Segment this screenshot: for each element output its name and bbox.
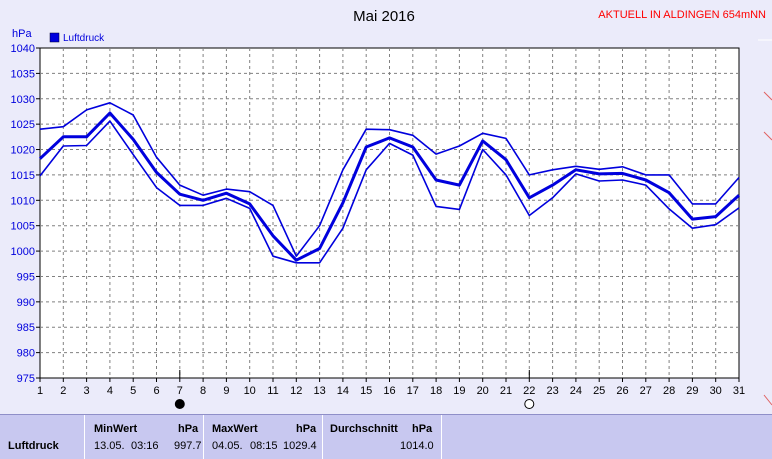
y-tick-label: 980 — [17, 348, 35, 360]
series-line-max — [39, 102, 740, 258]
min-value: 997.7 — [174, 440, 202, 452]
legend: Luftdruck — [49, 32, 105, 44]
series-lines — [38, 102, 741, 264]
min-header: MinWert — [94, 423, 138, 435]
x-tick-label: 30 — [710, 385, 722, 397]
series-line-min — [39, 120, 740, 264]
y-tick-label: 1040 — [11, 43, 35, 55]
y-axis-unit: hPa — [12, 28, 32, 40]
x-tick-label: 21 — [500, 385, 512, 397]
max-date: 04.05. — [212, 440, 243, 452]
x-tick-label: 3 — [84, 385, 90, 397]
max-cell: MaxWert hPa 04.05. 08:15 1029.4 — [204, 415, 323, 459]
x-tick-label: 6 — [153, 385, 159, 397]
x-tick-label: 26 — [616, 385, 628, 397]
x-tick-label: 16 — [383, 385, 395, 397]
pressure-chart: 9759809859909951000100510101015102010251… — [10, 8, 772, 409]
moon-phases — [174, 370, 535, 409]
avg-unit: hPa — [412, 423, 433, 435]
x-tick-label: 13 — [313, 385, 325, 397]
x-tick-label: 27 — [640, 385, 652, 397]
station-label: AKTUELL IN ALDINGEN 654mNN — [598, 9, 766, 21]
y-tick-label: 1005 — [11, 221, 35, 233]
x-tick-label: 28 — [663, 385, 675, 397]
x-tick-label: 18 — [430, 385, 442, 397]
empty-cell — [442, 415, 772, 459]
y-tick-label: 1035 — [11, 68, 35, 80]
x-tick-label: 8 — [200, 385, 206, 397]
x-tick-label: 25 — [593, 385, 605, 397]
x-tick-label: 10 — [244, 385, 256, 397]
stats-label-cell: Luftdruck — [0, 415, 85, 459]
y-tick-label: 1010 — [11, 195, 35, 207]
y-tick-label: 985 — [17, 322, 35, 334]
y-tick-label: 1025 — [11, 119, 35, 131]
y-tick-label: 1015 — [11, 170, 35, 182]
y-tick-label: 995 — [17, 271, 35, 283]
y-tick-label: 990 — [17, 297, 35, 309]
x-tick-label: 20 — [477, 385, 489, 397]
x-tick-label: 2 — [60, 385, 66, 397]
x-tick-label: 31 — [733, 385, 745, 397]
x-tick-label: 17 — [407, 385, 419, 397]
x-tick-label: 15 — [360, 385, 372, 397]
min-time: 03:16 — [131, 440, 159, 452]
full-moon-icon — [524, 399, 535, 409]
x-tick-label: 9 — [223, 385, 229, 397]
new-moon-icon — [174, 399, 185, 409]
grid — [39, 47, 740, 379]
x-axis: 1 2 3 4 5 6 7 8 9 10 11 12 13 14 15 16 17 18 19 20 21 22 23 24 2… — [37, 378, 745, 397]
x-tick-label: 1 — [37, 385, 43, 397]
avg-header: Durchschnitt — [330, 423, 398, 435]
stats-table: Luftdruck MinWert hPa 13.05. 03:16 997.7… — [0, 414, 772, 459]
stats-row-label: Luftdruck — [8, 440, 59, 452]
max-unit: hPa — [296, 423, 317, 435]
x-tick-label: 12 — [290, 385, 302, 397]
x-tick-label: 19 — [453, 385, 465, 397]
x-tick-label: 5 — [130, 385, 136, 397]
avg-cell: Durchschnitt hPa 1014.0 — [323, 415, 442, 459]
x-tick-label: 7 — [177, 385, 183, 397]
max-header: MaxWert — [212, 423, 258, 435]
legend-label: Luftdruck — [63, 33, 105, 44]
min-date: 13.05. — [94, 440, 125, 452]
y-axis: 975 980 985 990 995 1000 1005 1010 1015 1020 1025 1… — [11, 43, 40, 385]
x-tick-label: 14 — [337, 385, 349, 397]
y-tick-label: 975 — [17, 373, 35, 385]
min-cell: MinWert hPa 13.05. 03:16 997.7 — [85, 415, 204, 459]
y-tick-label: 1020 — [11, 145, 35, 157]
series-line-main — [38, 111, 741, 262]
x-tick-label: 22 — [523, 385, 535, 397]
x-tick-label: 29 — [686, 385, 698, 397]
legend-swatch — [49, 32, 60, 43]
y-tick-label: 1000 — [11, 246, 35, 258]
min-unit: hPa — [178, 423, 199, 435]
max-value: 1029.4 — [283, 440, 317, 452]
x-tick-label: 4 — [107, 385, 113, 397]
chart-title: Mai 2016 — [353, 8, 415, 25]
max-time: 08:15 — [250, 440, 278, 452]
x-tick-label: 23 — [546, 385, 558, 397]
right-edge-marks — [758, 39, 772, 406]
y-tick-label: 1030 — [11, 94, 35, 106]
x-tick-label: 24 — [570, 385, 582, 397]
x-tick-label: 11 — [267, 385, 278, 397]
avg-value: 1014.0 — [400, 440, 434, 452]
